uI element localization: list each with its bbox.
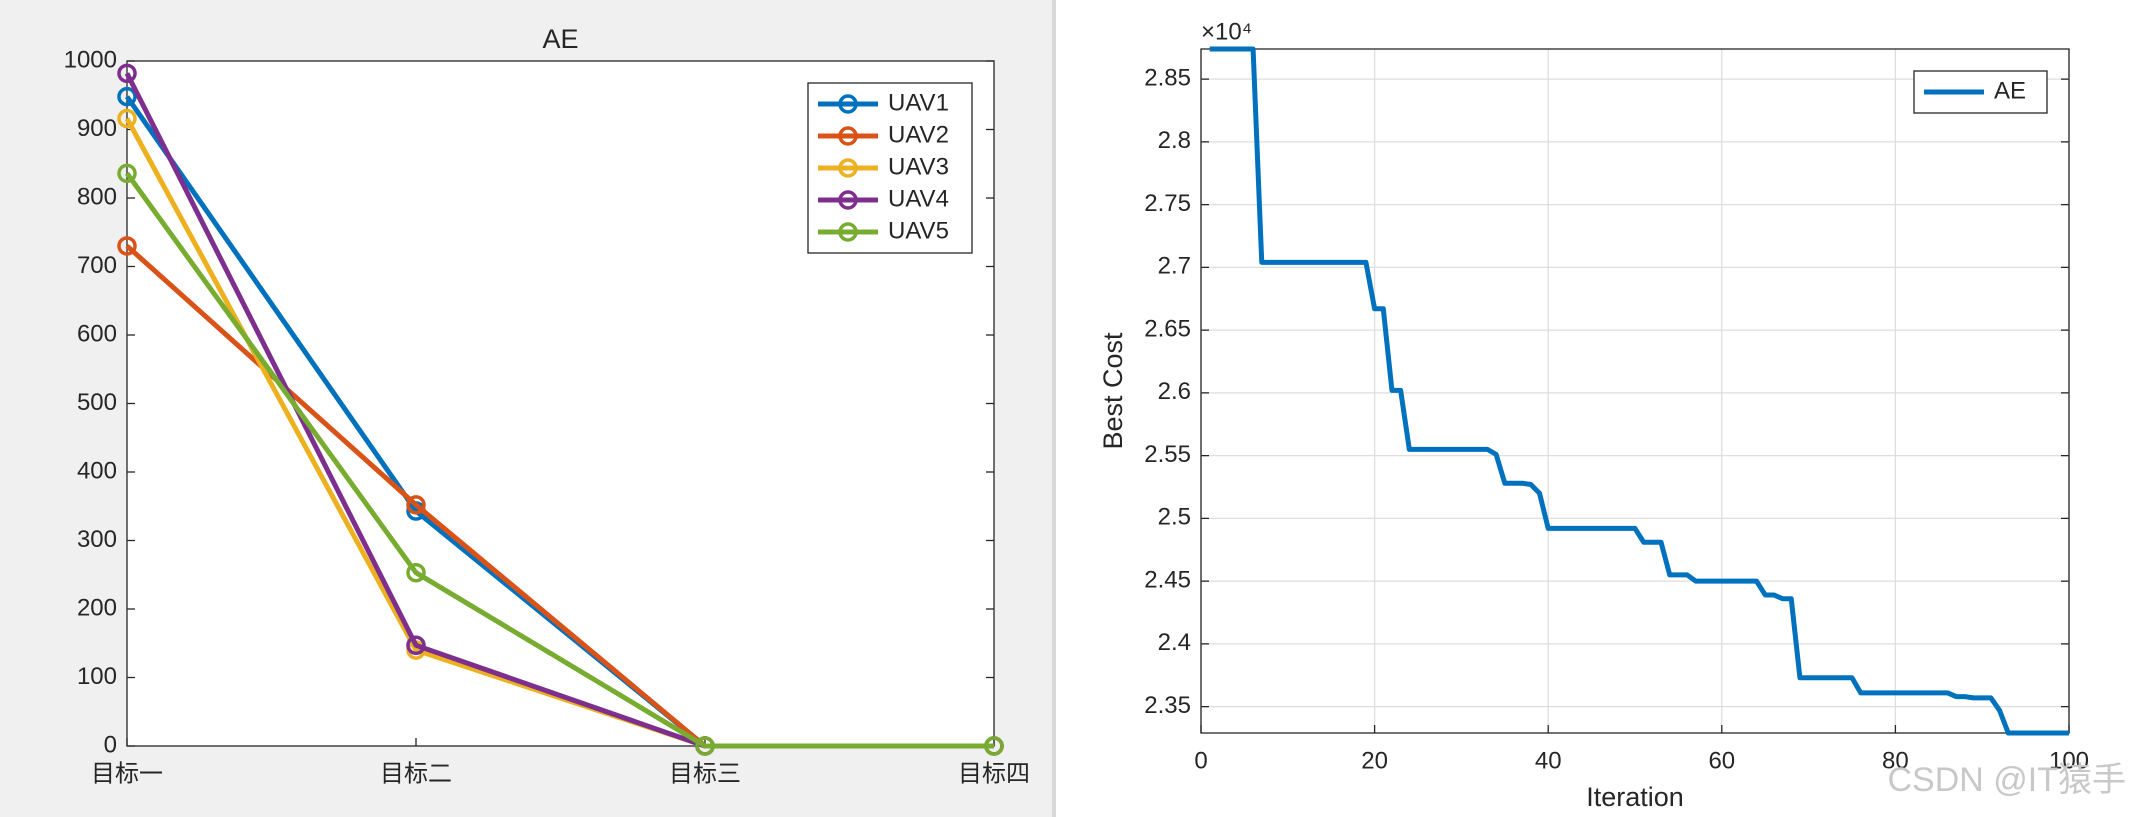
x-tick-label: 目标四 [958, 760, 1030, 787]
y-tick-label: 2.4 [1158, 629, 1191, 656]
y-tick-label: 800 [77, 183, 117, 210]
point-marker [406, 495, 426, 515]
x-tick-label: 目标一 [91, 760, 163, 787]
legend-marker [838, 94, 858, 114]
x-tick-label: 0 [1194, 747, 1207, 774]
divider [1052, 0, 1056, 817]
y-tick-label: 100 [77, 663, 117, 690]
x-tick-label: 60 [1708, 747, 1735, 774]
y-tick-label: 2.65 [1144, 315, 1191, 342]
x-tick-label: 40 [1535, 747, 1562, 774]
plot-frame [126, 60, 995, 747]
point-marker [117, 163, 137, 184]
y-tick-label: 1000 [64, 46, 117, 73]
x-axis-label: Iteration [1586, 782, 1684, 812]
series-line [124, 171, 994, 749]
y-tick-label: 2.5 [1158, 504, 1191, 531]
point-marker [117, 236, 137, 256]
y-tick-label: 600 [77, 320, 117, 347]
plot-area [1201, 49, 2069, 733]
y-tick-label: 2.45 [1144, 566, 1191, 593]
legend-label: AE [1994, 77, 2026, 104]
x-tick-label: 20 [1361, 747, 1388, 774]
series-line [1209, 46, 2069, 736]
y-axis-label: Best Cost [1098, 332, 1128, 450]
x-tick-label: 目标三 [669, 760, 741, 787]
legend-label: UAV3 [888, 153, 949, 180]
y-tick-label: 900 [77, 115, 117, 142]
point-marker [117, 108, 137, 129]
legend-marker [838, 158, 858, 178]
y-tick-label: 2.8 [1158, 127, 1191, 154]
y-tick-label: 2.35 [1144, 692, 1191, 719]
legend-marker [838, 126, 858, 146]
legend-label: UAV2 [888, 121, 949, 148]
y-tick-label: 2.6 [1158, 378, 1191, 405]
plot-frame [1200, 48, 2070, 734]
point-marker [984, 736, 1004, 756]
legend-marker [838, 190, 858, 210]
y-tick-label: 200 [77, 594, 117, 621]
point-marker [695, 736, 715, 756]
y-tick-label: 300 [77, 526, 117, 553]
x-tick-label: 80 [1882, 747, 1909, 774]
y-tick-label: 2.7 [1158, 253, 1191, 280]
y-tick-label: 2.75 [1144, 190, 1191, 217]
x-tick-label: 100 [2049, 747, 2089, 774]
y-tick-label: 2.85 [1144, 64, 1191, 91]
y-tick-label: 0 [104, 731, 117, 758]
y-tick-label: 400 [77, 457, 117, 484]
legend-marker [838, 222, 858, 242]
watermark: CSDN @IT猿手 [1887, 761, 2126, 799]
y-tick-label: 500 [77, 389, 117, 416]
legend-label: UAV4 [888, 185, 949, 212]
chart-title: AE [542, 24, 578, 54]
point-marker [406, 562, 426, 583]
legend-label: UAV1 [888, 89, 949, 116]
y-tick-label: 2.55 [1144, 441, 1191, 468]
point-marker [406, 635, 426, 656]
point-marker [117, 86, 137, 107]
point-marker [117, 63, 137, 84]
y-tick-label: 700 [77, 252, 117, 279]
legend-label: UAV5 [888, 217, 949, 244]
x-tick-label: 目标二 [380, 760, 452, 787]
y-multiplier: ×10⁴ [1201, 18, 1252, 45]
